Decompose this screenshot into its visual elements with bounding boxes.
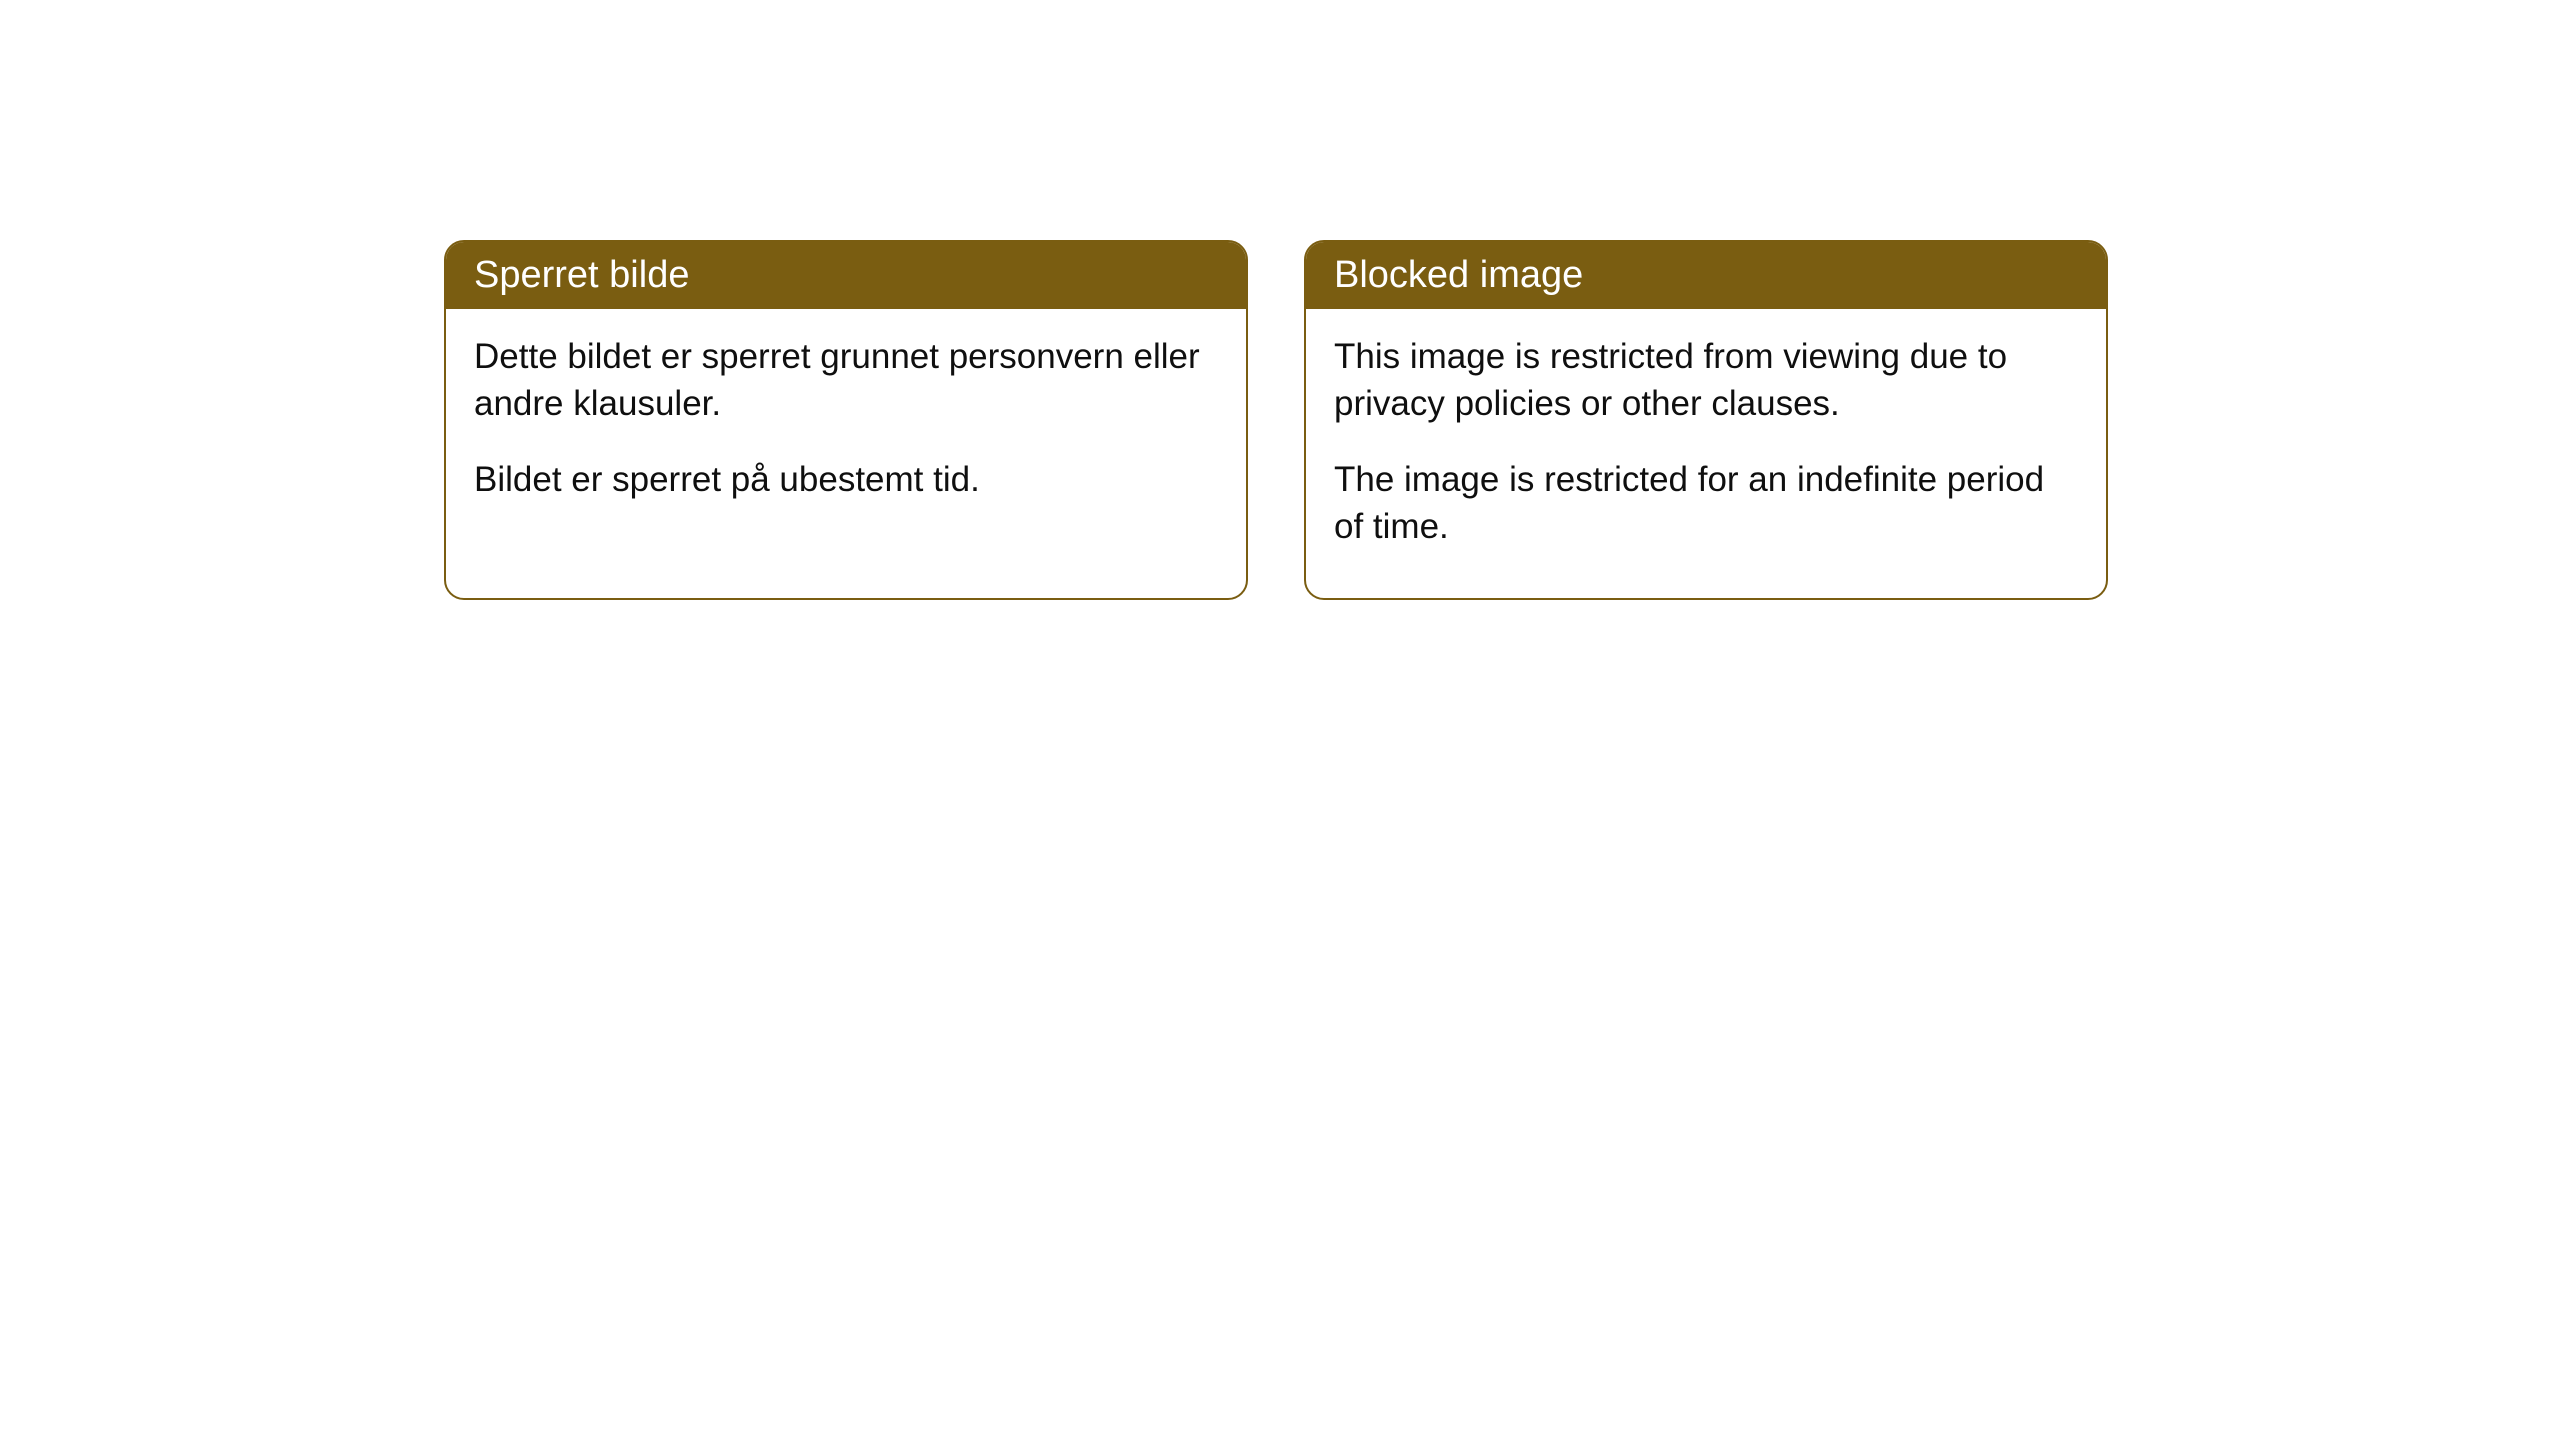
card-header: Blocked image bbox=[1306, 242, 2106, 309]
blocked-image-card-english: Blocked image This image is restricted f… bbox=[1304, 240, 2108, 600]
card-body: Dette bildet er sperret grunnet personve… bbox=[446, 309, 1246, 551]
card-paragraph: Bildet er sperret på ubestemt tid. bbox=[474, 456, 1218, 503]
card-paragraph: Dette bildet er sperret grunnet personve… bbox=[474, 333, 1218, 428]
blocked-image-card-norwegian: Sperret bilde Dette bildet er sperret gr… bbox=[444, 240, 1248, 600]
card-title: Sperret bilde bbox=[474, 254, 689, 296]
cards-container: Sperret bilde Dette bildet er sperret gr… bbox=[0, 0, 2560, 600]
card-title: Blocked image bbox=[1334, 254, 1583, 296]
card-header: Sperret bilde bbox=[446, 242, 1246, 309]
card-body: This image is restricted from viewing du… bbox=[1306, 309, 2106, 598]
card-paragraph: The image is restricted for an indefinit… bbox=[1334, 456, 2078, 551]
card-paragraph: This image is restricted from viewing du… bbox=[1334, 333, 2078, 428]
